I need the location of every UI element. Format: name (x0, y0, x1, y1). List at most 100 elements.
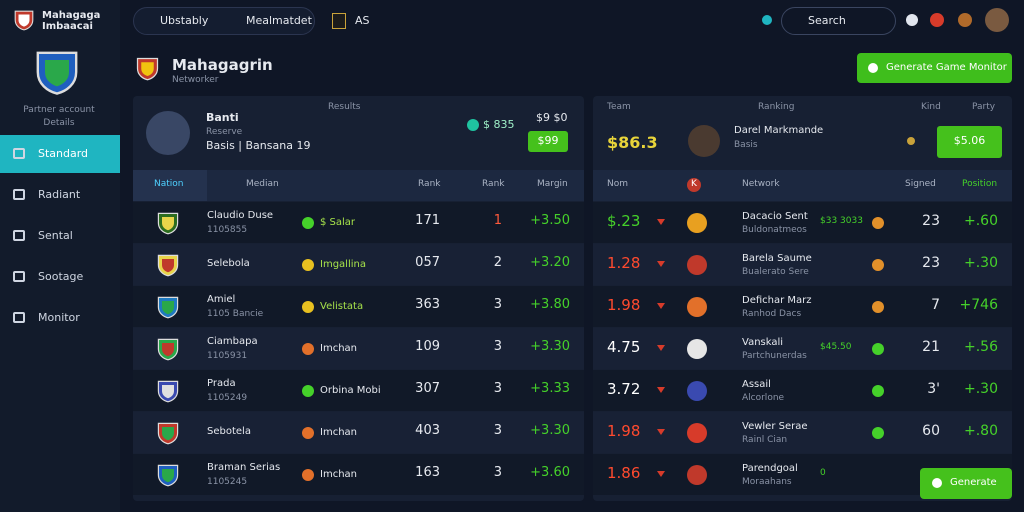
row-sub: Rainl Cian (742, 435, 788, 445)
icon (872, 385, 884, 397)
badge-icon (332, 13, 346, 29)
row-tag: Imchan (320, 427, 357, 438)
button-text[interactable]: Generate Game Monitor (886, 62, 1007, 73)
icon (687, 465, 707, 485)
icon (688, 125, 720, 157)
arrow (657, 387, 665, 393)
icon (930, 13, 944, 27)
arrow (657, 345, 665, 351)
nav-label[interactable]: Standard (38, 147, 89, 160)
row-a: 403 (415, 423, 440, 438)
row[interactable] (133, 244, 584, 285)
row[interactable] (133, 202, 584, 243)
row-value: $.23 (607, 212, 641, 230)
row-tag: Imchan (320, 343, 357, 354)
tab[interactable]: Ubstably (160, 14, 209, 27)
row-sub: Alcorlone (742, 393, 785, 403)
role: Reserve (206, 127, 243, 137)
button[interactable] (937, 126, 1002, 158)
icon (302, 427, 314, 439)
row[interactable] (133, 286, 584, 327)
title: Mahagagrin (172, 56, 273, 74)
tab[interactable]: Mealmatdet (246, 14, 312, 27)
row-c: +3.33 (530, 381, 570, 396)
arrow (657, 219, 665, 225)
row-tag: Imchan (320, 469, 357, 480)
icon (762, 15, 772, 25)
icon (958, 13, 972, 27)
row-sub: Ranhod Dacs (742, 309, 802, 319)
nav-item[interactable] (0, 135, 120, 173)
row-name: Dacacio Sent (742, 211, 808, 222)
row-name: Ciambapa (207, 336, 258, 347)
row-b: 1 (493, 213, 502, 228)
row-a: 171 (415, 213, 440, 228)
name: Banti (206, 111, 239, 124)
row-c: +3.60 (530, 465, 570, 480)
fab-text[interactable]: Generate (950, 477, 997, 488)
column-header: Team (607, 102, 631, 112)
small: $9 $0 (536, 111, 568, 124)
row-name: Vanskali (742, 337, 784, 348)
crest (33, 48, 81, 96)
row-value: 1.28 (607, 254, 641, 272)
row-score: 3' (927, 381, 940, 397)
row-tag: Velistata (320, 301, 364, 312)
crest (156, 295, 180, 319)
icon (687, 178, 701, 192)
column-header: Nom (607, 179, 629, 189)
column-header: Kind (921, 102, 941, 112)
row-value: 1.98 (607, 296, 641, 314)
row-a: 363 (415, 297, 440, 312)
row-sub: Moraahans (742, 477, 792, 487)
icon (687, 255, 707, 275)
nav-label[interactable]: Monitor (38, 311, 80, 324)
row-b: 3 (493, 339, 502, 354)
table-header (593, 170, 1012, 201)
row-b: 2 (493, 255, 502, 270)
row-score: 21 (922, 339, 940, 355)
button-text[interactable]: $5.06 (953, 134, 986, 147)
nav-label[interactable]: Sental (38, 229, 73, 242)
icon (906, 14, 918, 26)
row[interactable] (133, 328, 584, 369)
row[interactable] (133, 370, 584, 411)
search-text[interactable]: Search (808, 14, 846, 27)
row-change: +746 (959, 297, 998, 313)
nav-label[interactable]: Radiant (38, 188, 81, 201)
row-extra: $45.50 (820, 342, 852, 352)
icon (932, 478, 942, 488)
detail: Basis | Bansana 19 (206, 139, 311, 152)
search[interactable] (781, 7, 896, 35)
button[interactable] (857, 53, 1012, 83)
row-a: 109 (415, 339, 440, 354)
crest (156, 337, 180, 361)
row-name: Braman Serias (207, 462, 281, 473)
column-header: Position (962, 179, 998, 189)
row-c: +3.30 (530, 423, 570, 438)
row[interactable] (133, 412, 584, 453)
row[interactable] (133, 454, 584, 495)
button[interactable] (528, 131, 568, 152)
row-sub: Partchunerdas (742, 351, 807, 361)
row-sub: 1105245 (207, 477, 248, 487)
tab-active (133, 170, 207, 201)
row-b: 3 (493, 423, 502, 438)
account-text: Partner account (23, 105, 95, 115)
row-name: Parendgoal (742, 463, 798, 474)
icon (872, 343, 884, 355)
nav-label[interactable]: Sootage (38, 270, 84, 283)
button-text[interactable]: $99 (537, 134, 559, 147)
row-a: 163 (415, 465, 440, 480)
row-name: Prada (207, 378, 236, 389)
nav-icon (13, 312, 25, 323)
column-header: Ranking (758, 102, 795, 112)
row-score: 23 (922, 213, 940, 229)
icon (302, 259, 314, 271)
nav-icon (13, 148, 25, 159)
row-tag: Imgallina (320, 259, 366, 270)
row-c: +3.20 (530, 255, 570, 270)
row-sub: 1105249 (207, 393, 248, 403)
brand-text: Mahagaga (42, 10, 101, 21)
row-c: +3.30 (530, 339, 570, 354)
